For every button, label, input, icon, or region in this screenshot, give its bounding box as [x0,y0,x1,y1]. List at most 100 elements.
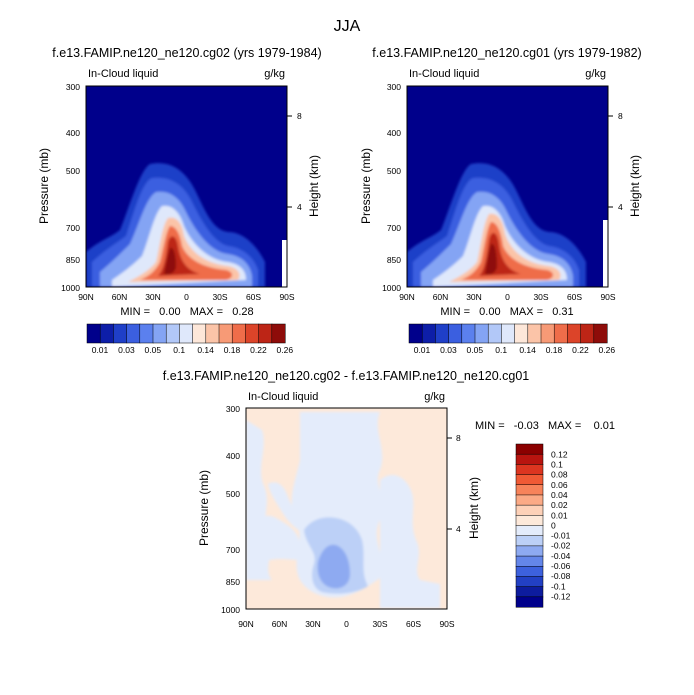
panel-a-colorbar-swatch [192,323,207,344]
panel-c-colorbar-label: -0.04 [551,551,571,561]
panel-b-x-tick: 60N [433,292,449,302]
panel-b-colorbar-swatch [487,323,502,344]
panel-a-colorbar-swatch [179,323,194,344]
panel-c-colorbar-swatch [515,576,544,588]
panel-c-colorbar-label: -0.08 [551,571,571,581]
panel-a-colorbar-swatch [271,323,286,344]
panel-a-x-tick: 90S [279,292,294,302]
panel-b-x-tick: 0 [505,292,510,302]
panel-c-x-tick: 0 [344,619,349,629]
panel-c-y-tick: 700 [226,545,240,555]
panel-a-variable-label: In-Cloud liquid [88,68,158,80]
panel-c-height-tick: 8 [456,433,461,443]
panel-b-ylabel: Pressure (mb) [359,148,373,224]
panel-a-y-tick: 500 [66,166,80,176]
panel-c-x-tick: 90N [238,619,254,629]
panel-c-colorbar-swatch [515,443,544,455]
panel-c-x-tick: 60S [406,619,421,629]
panel-c-colorbar-swatch [515,566,544,577]
panel-b-colorbar-labels: 0.01 0.03 0.05 0.1 0.14 0.18 0.22 0.26 [414,345,616,355]
panel-a-colorbar-label: 0.01 [92,345,109,355]
panel-b-colorbar-swatch [567,323,582,344]
panel-b-ylabel-right: Height (km) [628,155,642,217]
panel-c-frame [245,407,448,610]
panel-a-units-label: g/kg [264,68,285,80]
panel-a-colorbar-swatch [113,323,128,344]
figure-title: JJA [334,18,361,35]
panel-c-colorbar-label: 0.08 [551,470,568,480]
panel-a-x-ticks: 90N 60N 30N 0 30S 60S 90S [78,292,295,302]
panel-a-stats: MIN = 0.00 MAX = 0.28 [120,306,253,318]
panel-c-colorbar-label: -0.06 [551,561,571,571]
panel-c-colorbar-swatch [515,545,544,557]
panel-c-y-tick: 400 [226,451,240,461]
panel-b-y-tick: 1000 [382,283,401,293]
panel-b-frame [406,85,609,288]
panel-c-colorbar-label: -0.01 [551,531,571,541]
panel-c-y-tick: 1000 [221,605,240,615]
panel-c-colorbar-swatch [515,586,544,598]
panel-a-colorbar-label: 0.05 [145,345,162,355]
panel-a-field [86,86,287,287]
panel-c-colorbar-label: 0.02 [551,500,568,510]
panel-a-colorbar [86,323,286,344]
panel-c-colorbar-label: -0.12 [551,592,571,602]
panel-b-x-tick: 90S [600,292,615,302]
panel-b-x-tick: 60S [567,292,582,302]
panel-a-colorbar-label: 0.1 [173,345,185,355]
panel-c-x-tick: 30N [305,619,321,629]
panel-c-colorbar [515,443,544,608]
panel-b-colorbar-label: 0.05 [467,345,484,355]
panel-b: f.e13.FAMIP.ne120_ne120.cg01 (yrs 1979-1… [359,46,642,355]
panel-c-colorbar-labels: 0.12 0.1 0.08 0.06 0.04 0.02 0.01 0 -0.0… [551,449,571,601]
panel-b-x-tick: 90N [399,292,415,302]
panel-b-colorbar-swatch [448,323,463,344]
panel-c-x-tick: 60N [272,619,288,629]
panel-b-colorbar [408,323,608,344]
panel-c-y-ticks: 300 400 500 700 850 1000 [221,404,240,615]
panel-a-x-tick: 90N [78,292,94,302]
panel-b-colorbar-swatch [553,323,568,344]
panel-b-colorbar-label: 0.01 [414,345,431,355]
panel-a-colorbar-label: 0.22 [250,345,267,355]
panel-a-frame [85,85,288,288]
panel-c-colorbar-label: -0.1 [551,581,566,591]
panel-b-y-tick: 300 [387,82,401,92]
panel-b-colorbar-label: 0.26 [599,345,616,355]
panel-c-y-tick: 850 [226,577,240,587]
panel-b-colorbar-swatch [540,323,555,344]
panel-b-colorbar-swatch [593,323,608,344]
panel-b-colorbar-swatch [501,323,516,344]
panel-a-y-tick: 850 [66,255,80,265]
panel-a-x-tick: 30S [212,292,227,302]
panel-b-colorbar-label: 0.22 [572,345,589,355]
panel-b-stats: MIN = 0.00 MAX = 0.31 [440,306,573,318]
panel-a-colorbar-label: 0.26 [277,345,294,355]
panel-b-height-tick: 8 [618,111,623,121]
panel-c-title: f.e13.FAMIP.ne120_ne120.cg02 - f.e13.FAM… [163,369,530,383]
panel-a-ylabel-right: Height (km) [307,155,321,217]
panel-c-colorbar-label: 0.01 [551,510,568,520]
panel-a-y-tick: 1000 [61,283,80,293]
panel-c-colorbar-swatch [515,494,544,506]
panel-b-colorbar-swatch [408,323,423,344]
panel-c-stats: MIN = -0.03 MAX = 0.01 [475,420,615,432]
panel-b-colorbar-swatch [580,323,595,344]
panel-c-units-label: g/kg [424,391,445,403]
panel-c-colorbar-label: 0.12 [551,449,568,459]
panel-c-colorbar-swatch [515,504,544,516]
panel-c-colorbar-label: 0 [551,520,556,530]
panel-a: f.e13.FAMIP.ne120_ne120.cg02 (yrs 1979-1… [37,46,322,355]
panel-c-colorbar-swatch [515,535,544,547]
panel-c-colorbar-label: 0.06 [551,480,568,490]
panel-c-y-tick: 300 [226,404,240,414]
panel-b-colorbar-label: 0.14 [519,345,536,355]
panel-a-x-tick: 60S [246,292,261,302]
panel-c-colorbar-swatch [515,474,544,486]
panel-a-y-tick: 300 [66,82,80,92]
panel-a-x-tick: 30N [145,292,161,302]
panel-b-field [407,86,608,287]
panel-b-colorbar-label: 0.03 [440,345,457,355]
panel-a-y-tick: 400 [66,128,80,138]
panel-a-colorbar-labels: 0.01 0.03 0.05 0.1 0.14 0.18 0.22 0.26 [92,345,294,355]
